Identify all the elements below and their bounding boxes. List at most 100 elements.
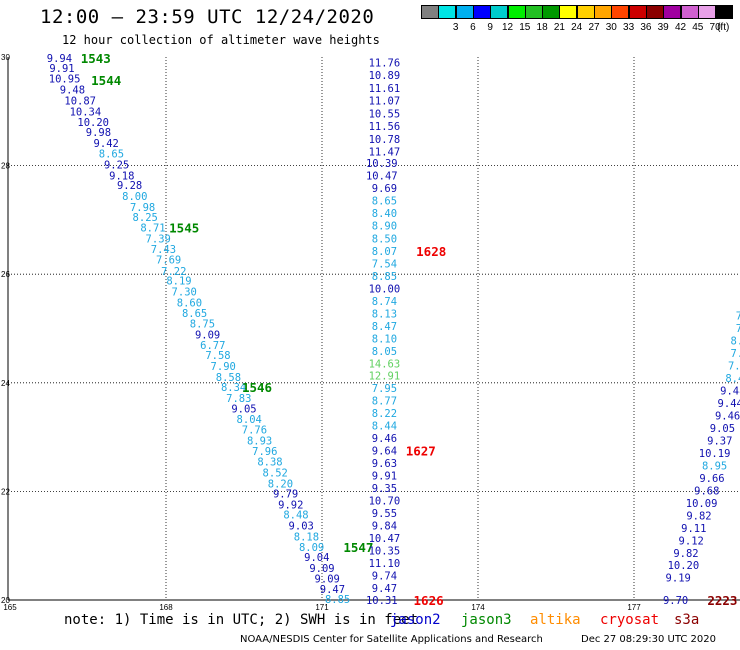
colorbar-swatch: [715, 5, 734, 19]
y-tick-label: 22: [1, 487, 10, 496]
legend-jason2: jason2: [390, 612, 441, 628]
wave-height-value: 7.54: [372, 258, 397, 270]
wave-height-value: 10.35: [369, 546, 401, 558]
wave-height-value: 10.95: [49, 74, 81, 86]
wave-height-value: 9.18: [109, 170, 134, 182]
wave-height-value: 9.66: [699, 473, 724, 485]
wave-height-value: 7.43: [151, 244, 176, 256]
wave-height-value: 8.00: [122, 191, 147, 203]
wave-height-value: 8.71: [140, 223, 165, 235]
wave-height-value: 9.92: [278, 499, 303, 511]
y-tick-label: 28: [1, 162, 10, 171]
wave-height-value: 8.90: [372, 220, 397, 232]
colorbar-label: 70: [709, 22, 721, 33]
pass-time-label: 2223: [707, 593, 737, 608]
wave-height-value: 10.39: [366, 158, 398, 170]
wave-height-value: 8.50: [372, 233, 397, 245]
wave-height-value: 8.93: [247, 435, 272, 447]
wave-height-value: 8.74: [372, 296, 397, 308]
wave-height-value: 7.69: [156, 255, 181, 267]
wave-height-value: 11.10: [369, 558, 401, 570]
wave-height-value: 8.40: [372, 208, 397, 220]
wave-height-value: 9.63: [372, 458, 397, 470]
y-tick-label: 24: [1, 379, 10, 388]
pass-time-label: 1626: [414, 593, 444, 608]
wave-height-value: 9.19: [666, 573, 691, 585]
wave-height-value: 8.77: [372, 396, 397, 408]
wave-height-value: 8.13: [372, 308, 397, 320]
wave-height-value: 7.58: [205, 350, 230, 362]
wave-height-value: 7.30: [172, 287, 197, 299]
wave-height-value: 9.25: [104, 160, 129, 172]
wave-height-value: 9.09: [315, 573, 340, 585]
wave-height-value: 10.78: [369, 134, 401, 146]
wave-height-value: 8.65: [99, 149, 124, 161]
x-tick-label: 168: [159, 603, 173, 612]
wave-height-value: 9.46: [372, 433, 397, 445]
wave-height-value: 9.55: [372, 508, 397, 520]
wave-height-value: 8.58: [216, 372, 241, 384]
wave-height-value: 8.34: [221, 382, 246, 394]
wave-height-value: 9.05: [231, 403, 256, 415]
colorbar-label: 6: [470, 22, 476, 33]
wave-height-value: 10.47: [366, 170, 398, 182]
wave-height-value: 7.98: [130, 202, 155, 214]
wave-height-value: 9.64: [372, 446, 397, 458]
colorbar-label: 15: [519, 22, 531, 33]
wave-height-value: 8.04: [237, 414, 262, 426]
wave-height-value: 9.82: [686, 510, 711, 522]
wave-height-value: 9.48: [60, 85, 85, 97]
wave-height-value: 7.95: [372, 383, 397, 395]
wave-height-value: 8.47: [372, 321, 397, 333]
colorbar-label: 27: [588, 22, 600, 33]
wave-height-value: 7.76: [242, 424, 267, 436]
wave-height-value: 9.37: [707, 435, 732, 447]
pass-time-label: 1627: [406, 444, 436, 459]
wave-height-value: 10.70: [369, 496, 401, 508]
x-tick-label: 165: [3, 603, 17, 612]
wave-height-value: 9.82: [673, 548, 698, 560]
wave-height-value: 8.20: [268, 478, 293, 490]
colorbar-label: 42: [674, 22, 687, 33]
wave-height-value: 8.07: [372, 246, 397, 258]
wave-height-value: 7.50: [736, 310, 740, 322]
wave-height-value: 9.28: [117, 180, 142, 192]
wave-height-value: 8.85: [325, 594, 350, 606]
map-subtitle: 12 hour collection of altimeter wave hei…: [62, 33, 380, 47]
legend-jason3: jason3: [461, 612, 512, 628]
wave-height-value: 7.22: [161, 266, 186, 278]
wave-height-value: 8.38: [257, 457, 282, 469]
wave-height-value: 11.61: [369, 83, 401, 95]
wave-height-value: 10.55: [369, 108, 401, 120]
colorbar-label: 24: [571, 22, 583, 33]
wave-height-value: 10.20: [668, 560, 700, 572]
wave-height-value: 9.46: [715, 410, 740, 422]
legend-s3a: s3a: [674, 612, 700, 628]
wave-height-value: 9.44: [718, 398, 740, 410]
pass-time-label: 1543: [81, 51, 111, 66]
wave-height-value: 12.91: [369, 371, 401, 383]
wave-height-value: 9.91: [49, 63, 74, 75]
wave-height-value: 9.12: [679, 535, 704, 547]
wave-height-value: 9.70: [663, 595, 688, 607]
wave-height-value: 14.63: [369, 358, 401, 370]
x-tick-label: 177: [627, 603, 641, 612]
pass-time-label: 1547: [343, 540, 373, 555]
wave-height-value: 7.72: [736, 323, 740, 335]
colorbar-label: 9: [487, 22, 493, 33]
wave-height-value: 7.83: [226, 393, 251, 405]
wave-height-value: 8.09: [299, 542, 324, 554]
wave-height-value: 9.09: [309, 563, 334, 575]
wave-height-value: 8.75: [190, 319, 215, 331]
y-tick-label: 20: [1, 596, 10, 605]
x-tick-label: 174: [471, 603, 485, 612]
wave-height-value: 9.05: [710, 423, 735, 435]
wave-height-value: 11.56: [369, 121, 401, 133]
wave-height-value: 8.18: [294, 531, 319, 543]
wave-height-value: 9.74: [372, 571, 397, 583]
wave-height-value: 10.31: [366, 595, 398, 607]
wave-height-value: 9.47: [372, 583, 397, 595]
colorbar-label: 3: [452, 22, 459, 33]
wave-height-value: 9.68: [694, 485, 719, 497]
wave-height-value: 9.69: [372, 183, 397, 195]
